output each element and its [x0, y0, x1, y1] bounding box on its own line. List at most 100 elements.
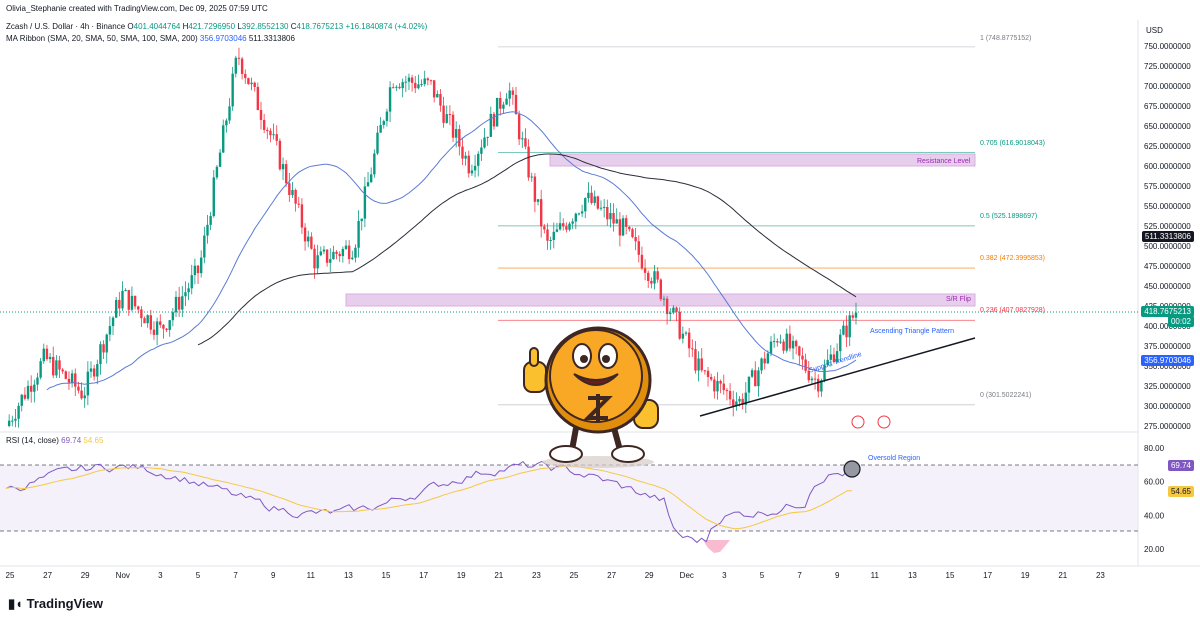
- rsi-oversold-fill: [703, 540, 730, 553]
- currency-label: USD: [1146, 26, 1163, 35]
- candle-body: [442, 105, 445, 123]
- price-axis-label: 275.0000000: [1144, 422, 1191, 431]
- candle-body: [555, 229, 559, 232]
- candle-body: [621, 218, 625, 236]
- candle-body: [653, 271, 656, 284]
- candle-body: [231, 73, 234, 107]
- rsi-axis-label: 40.00: [1144, 511, 1165, 520]
- candle-body: [80, 390, 83, 399]
- candle-body: [593, 196, 596, 203]
- candle-body: [275, 134, 278, 141]
- candle-body: [159, 321, 162, 325]
- candle-body: [618, 219, 622, 236]
- candle-body: [162, 324, 165, 329]
- candle-body: [678, 311, 681, 339]
- rsi-axis: 80.00 60.00 40.00 20.00: [1144, 444, 1165, 554]
- candle-body: [669, 312, 672, 315]
- ascending-triangle-label: Ascending Triangle Pattern: [870, 328, 955, 335]
- candle-body: [225, 120, 228, 126]
- rsi-legend[interactable]: RSI (14, close) 69.74 54.65: [6, 436, 103, 445]
- candle-body: [562, 223, 565, 227]
- candle-body: [190, 275, 193, 289]
- candle-body: [763, 358, 766, 364]
- candle-body: [313, 248, 316, 269]
- candle-body: [382, 121, 385, 125]
- tradingview-logo[interactable]: ▮◖ TradingView: [8, 596, 103, 612]
- candle-body: [168, 320, 171, 331]
- candle-body: [96, 364, 99, 377]
- price-axis-label: 550.0000000: [1144, 202, 1191, 211]
- candle-body: [558, 223, 562, 230]
- candle-body: [700, 358, 703, 371]
- time-axis-label: 3: [158, 571, 163, 580]
- oversold-marker: [843, 460, 861, 478]
- candle-body: [140, 309, 143, 319]
- candle-body: [502, 104, 505, 109]
- candle-body: [807, 370, 810, 381]
- candle-body: [514, 94, 518, 115]
- candle-body: [848, 315, 851, 338]
- candle-body: [325, 249, 329, 263]
- candle-body: [760, 358, 763, 371]
- candle-body: [820, 380, 823, 392]
- candle-body: [212, 177, 215, 217]
- price-axis-label: 700.0000000: [1144, 82, 1191, 91]
- candle-body: [735, 401, 738, 407]
- candle-body: [184, 292, 187, 297]
- candle-body: [262, 119, 266, 130]
- time-axis-label: 21: [494, 571, 503, 580]
- candle-body: [322, 249, 326, 252]
- event-icon-2: [877, 415, 891, 429]
- candle-body: [206, 224, 209, 236]
- price-axis-label: 475.0000000: [1144, 262, 1191, 271]
- price-axis-label: 650.0000000: [1144, 122, 1191, 131]
- candle-body: [495, 97, 499, 127]
- candle-body: [631, 229, 634, 238]
- candle-body: [354, 247, 357, 258]
- resistance-label: Resistance Level: [917, 158, 971, 165]
- candle-body: [155, 321, 159, 335]
- time-axis-label: 15: [946, 571, 955, 580]
- candle-body: [152, 329, 156, 335]
- candle-body: [363, 186, 367, 219]
- candle-body: [388, 87, 392, 112]
- fib-0236-label: 0.236 (407.0827928): [980, 307, 1045, 314]
- candle-body: [385, 111, 389, 122]
- symbol-legend[interactable]: Zcash / U.S. Dollar · 4h · Binance O401.…: [6, 22, 427, 31]
- candle-body: [684, 332, 688, 334]
- candle-body: [240, 58, 244, 74]
- time-axis-label: 9: [271, 571, 276, 580]
- price-axis-label: 675.0000000: [1144, 102, 1191, 111]
- candle-body: [360, 218, 363, 222]
- rsi-value: 69.74: [61, 436, 82, 445]
- candle-body: [398, 86, 401, 89]
- candle-body: [105, 334, 108, 353]
- candle-body: [687, 332, 691, 349]
- candle-body: [33, 384, 36, 392]
- countdown-tag: 00:02: [1167, 316, 1194, 327]
- fib-1-label: 1 (748.8775152): [980, 35, 1032, 42]
- ma-ribbon-label: MA Ribbon (SMA, 20, SMA, 50, SMA, 100, S…: [6, 34, 198, 43]
- candle-body: [310, 236, 313, 249]
- candle-body: [432, 80, 436, 98]
- candle-body: [329, 259, 332, 263]
- candle-body: [662, 298, 666, 300]
- candle-body: [74, 373, 77, 387]
- candle-body: [706, 370, 710, 377]
- candle-body: [373, 153, 376, 175]
- candle-body: [782, 341, 785, 351]
- candle-body: [584, 198, 587, 212]
- candle-body: [203, 235, 206, 258]
- candle-body: [804, 359, 807, 371]
- candle-body: [477, 153, 480, 166]
- candle-body: [794, 340, 798, 347]
- candle-body: [829, 354, 833, 360]
- close-value: 418.7675213: [296, 22, 344, 31]
- candle-body: [297, 203, 300, 205]
- price-axis-label: 375.0000000: [1144, 342, 1191, 351]
- candle-body: [719, 380, 722, 384]
- candle-body: [703, 370, 707, 372]
- candle-body: [347, 245, 351, 260]
- ma-ribbon-legend[interactable]: MA Ribbon (SMA, 20, SMA, 50, SMA, 100, S…: [6, 34, 295, 43]
